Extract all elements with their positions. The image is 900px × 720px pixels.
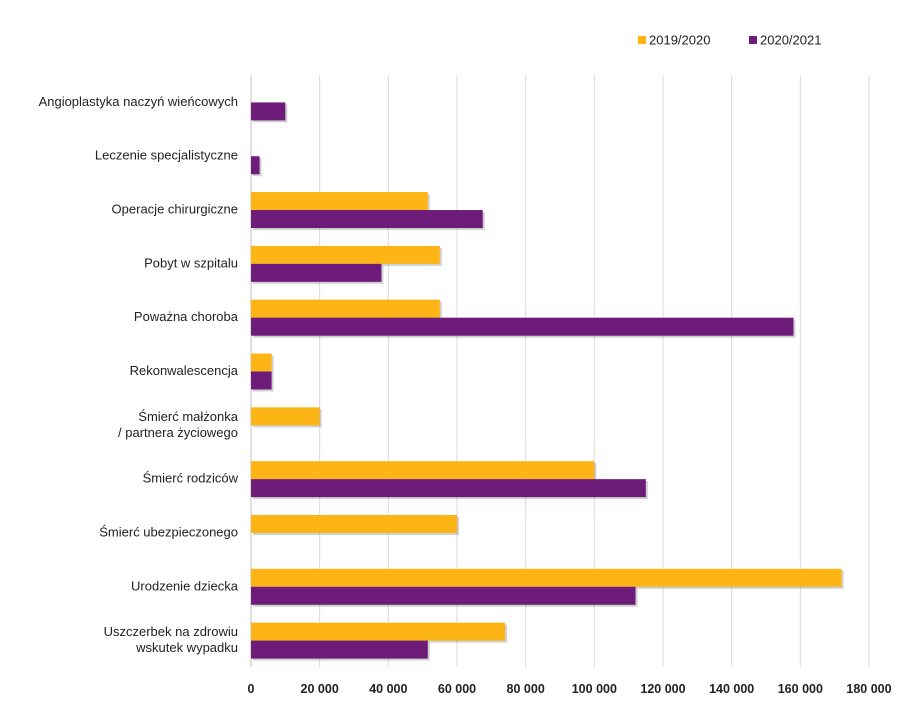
category-label: Śmierć małżonka: [138, 409, 238, 424]
x-tick-label: 180 000: [846, 682, 891, 696]
x-tick-label: 0: [248, 682, 255, 696]
category-label: Operacje chirurgiczne: [112, 202, 238, 217]
bar-series-1: [251, 568, 842, 587]
bar-series-1: [251, 461, 595, 480]
legend-label: 2020/2021: [760, 33, 821, 48]
gridlines: [250, 75, 870, 667]
category-label: Poważna choroba: [134, 309, 239, 324]
category-label: / partnera życiowego: [118, 425, 238, 440]
x-tick-label: 40 000: [369, 682, 407, 696]
bar-series-2: [251, 102, 286, 121]
category-label: Śmierć rodziców: [143, 471, 239, 486]
category-label: Rekonwalescencja: [130, 363, 239, 378]
category-label: Śmierć ubezpieczonego: [99, 524, 238, 539]
bar-series-2: [251, 371, 272, 390]
bar-series-1: [251, 514, 457, 533]
bar-series-1: [251, 407, 320, 426]
x-tick-label: 60 000: [438, 682, 476, 696]
bar-series-2: [251, 317, 794, 336]
category-label: Pobyt w szpitalu: [144, 255, 238, 270]
bar-series-1: [251, 245, 440, 264]
category-labels: Angioplastyka naczyń wieńcowych Leczenie …: [39, 94, 239, 655]
x-axis-tick-labels: 0 20 000 40 000 60 000 80 000 100 000 120 000 1…: [248, 682, 892, 696]
category-label: Uszczerbek na zdrowiu: [104, 624, 238, 639]
bar-series-1: [251, 299, 440, 318]
bar-series: [251, 102, 844, 661]
category-label: Urodzenie dziecka: [131, 578, 239, 593]
bar-series-1: [251, 192, 428, 211]
category-label: Angioplastyka naczyń wieńcowych: [39, 94, 238, 109]
bar-series-2: [251, 640, 428, 659]
legend-swatch: [749, 36, 757, 44]
x-tick-label: 80 000: [507, 682, 545, 696]
x-tick-label: 20 000: [301, 682, 339, 696]
bar-series-2: [251, 479, 646, 498]
legend-label: 2019/2020: [649, 33, 710, 48]
bar-series-1: [251, 353, 272, 372]
x-tick-label: 100 000: [572, 682, 617, 696]
x-tick-label: 140 000: [709, 682, 754, 696]
legend: 2019/2020 2020/2021: [638, 33, 821, 48]
x-tick-label: 120 000: [640, 682, 685, 696]
bar-series-2: [251, 156, 260, 175]
category-label: wskutek wypadku: [135, 640, 238, 655]
bar-series-2: [251, 210, 483, 229]
legend-swatch: [638, 36, 646, 44]
x-tick-label: 160 000: [778, 682, 823, 696]
bar-series-2: [251, 263, 382, 282]
bar-series-2: [251, 586, 636, 605]
category-label: Leczenie specjalistyczne: [95, 148, 238, 163]
bar-series-1: [251, 622, 506, 641]
